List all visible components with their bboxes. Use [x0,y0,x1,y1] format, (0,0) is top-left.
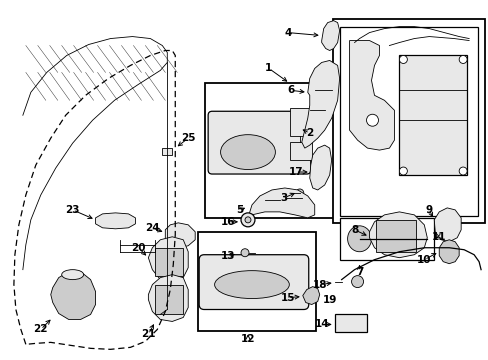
Polygon shape [438,240,458,264]
Polygon shape [247,188,314,218]
Text: 24: 24 [145,223,160,233]
Circle shape [351,276,363,288]
Bar [205,84,334,218]
Polygon shape [51,272,95,319]
Bar [332,19,484,223]
Text: 16: 16 [221,217,235,227]
Bar [162,148,172,155]
Text: 1: 1 [264,63,272,73]
Circle shape [366,114,378,126]
Ellipse shape [61,270,83,280]
Text: 21: 21 [141,329,155,339]
Text: 11: 11 [431,232,446,242]
Bar [155,285,183,315]
Polygon shape [148,237,188,283]
Ellipse shape [347,226,371,252]
Bar [289,108,311,136]
Text: 3: 3 [280,193,287,203]
Circle shape [399,167,407,175]
Text: 15: 15 [280,293,294,302]
Text: 19: 19 [322,294,336,305]
FancyBboxPatch shape [199,255,308,310]
Ellipse shape [220,135,275,170]
Polygon shape [165,223,195,248]
Text: 4: 4 [284,28,291,37]
Text: 12: 12 [240,334,255,345]
Ellipse shape [214,271,289,298]
Polygon shape [302,287,319,305]
Text: 5: 5 [236,205,243,215]
Text: 7: 7 [355,267,363,276]
Text: 17: 17 [288,167,303,177]
Bar [334,315,366,332]
Text: 6: 6 [286,85,294,95]
Text: 20: 20 [131,243,145,253]
Text: 25: 25 [181,133,195,143]
Polygon shape [433,208,460,242]
Polygon shape [95,213,135,229]
Text: 22: 22 [34,324,48,334]
Bar [155,248,183,276]
Circle shape [458,55,466,63]
Circle shape [295,189,303,197]
Text: 14: 14 [314,319,328,329]
Polygon shape [321,21,339,50]
Polygon shape [309,145,331,190]
Circle shape [241,249,248,257]
Polygon shape [301,60,339,148]
Bar [198,232,315,332]
Bar [339,218,433,260]
Circle shape [399,55,407,63]
Bar [289,142,311,160]
Bar [399,55,466,175]
Polygon shape [349,41,394,150]
Circle shape [458,167,466,175]
Bar [339,27,477,216]
Circle shape [244,217,250,223]
FancyBboxPatch shape [208,111,310,174]
Circle shape [241,213,254,227]
Text: 10: 10 [416,255,431,265]
Text: 8: 8 [350,225,358,235]
Text: 9: 9 [425,205,432,215]
Text: 2: 2 [305,128,313,138]
Bar [376,220,415,252]
Polygon shape [148,275,188,321]
Text: 13: 13 [221,251,235,261]
Text: 18: 18 [312,280,326,289]
Text: 23: 23 [65,205,80,215]
Circle shape [379,234,388,244]
Polygon shape [369,212,427,258]
